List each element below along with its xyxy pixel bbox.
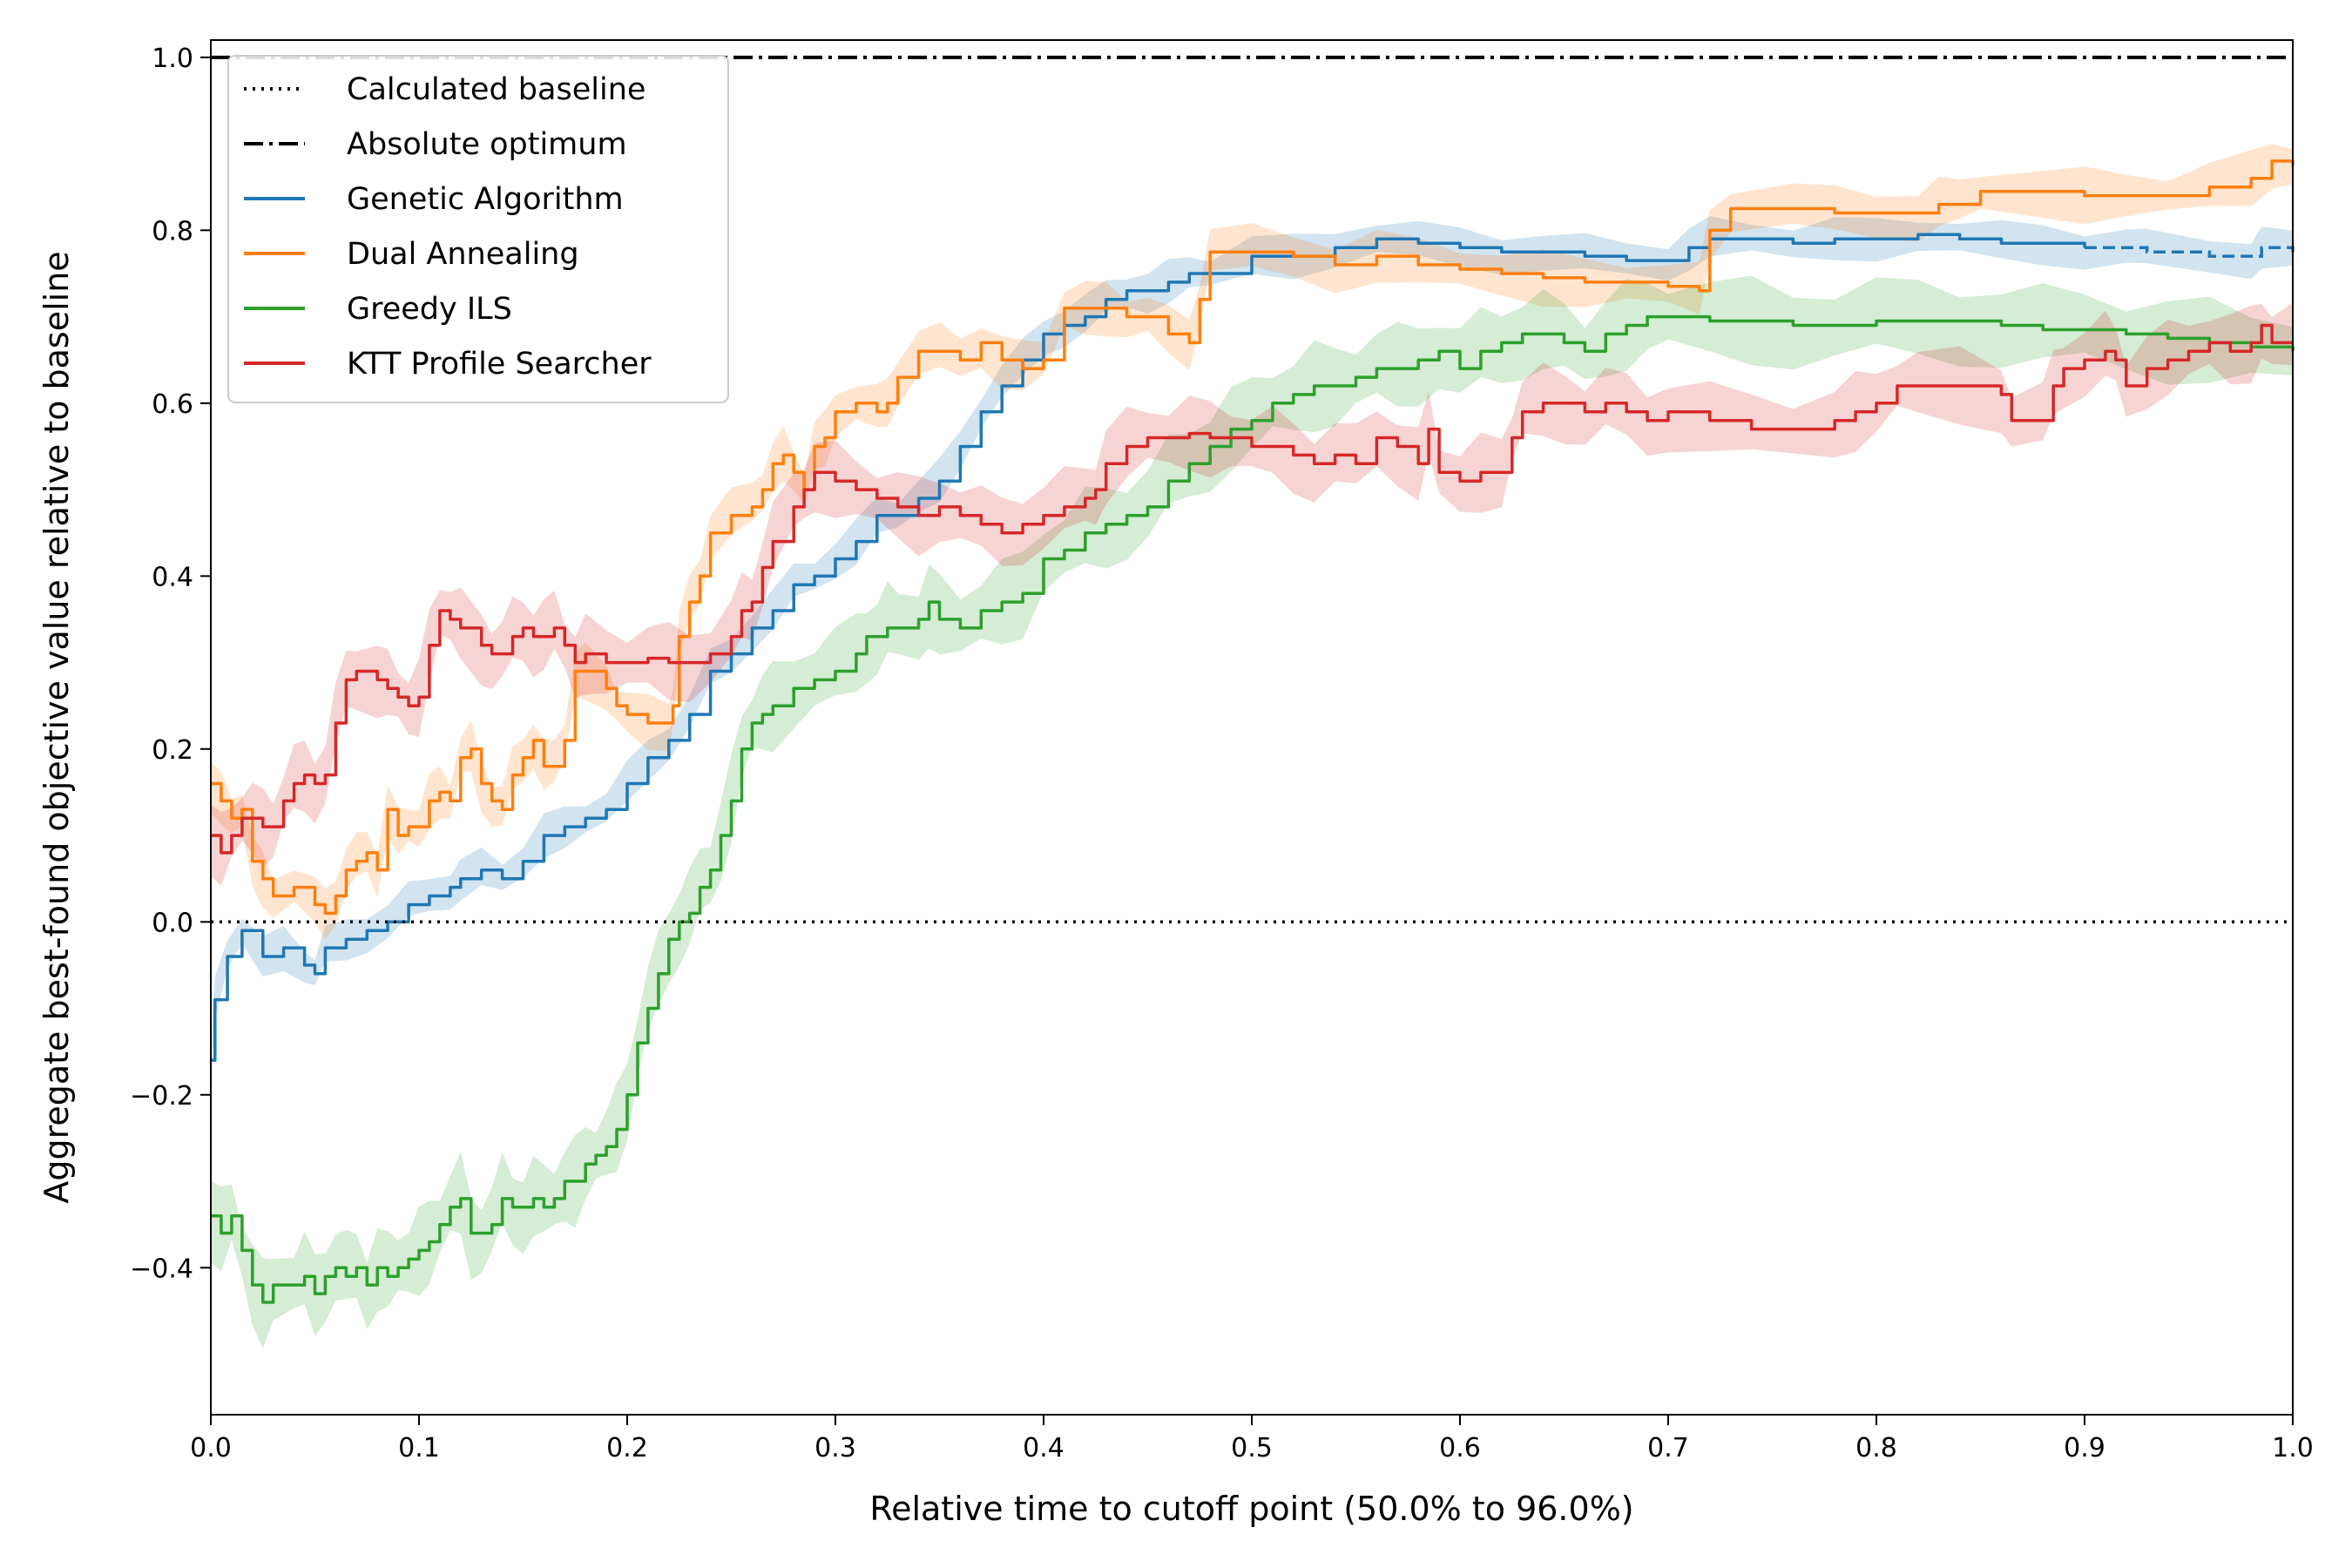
x-tick-label: 0.4 [1023,1433,1064,1463]
x-tick-label: 0.8 [1855,1433,1897,1463]
ktt-profile-searcher-line [211,323,2293,855]
legend-box [227,55,729,403]
y-tick-label: −0.2 [130,1081,193,1112]
y-axis-label: Aggregate best-found objective value rel… [37,251,76,1203]
x-tick-label: 0.1 [398,1433,440,1463]
x-tick-label: 0.9 [2064,1433,2105,1463]
x-tick-label: 0.7 [1647,1433,1689,1463]
legend-label-dual-annealing: Dual Annealing [347,237,579,272]
x-axis-label: Relative time to cutoff point (50.0% to … [869,1490,1633,1528]
y-tick-label: 1.0 [152,44,193,74]
reference-lines [211,55,2293,924]
legend-label-calculated-baseline: Calculated baseline [347,72,645,107]
x-tick-label: 1.0 [2272,1433,2314,1463]
greedy-ils-band [211,275,2293,1349]
y-tick-label: 0.6 [152,389,193,420]
greedy-ils-line [211,314,2295,1304]
x-tick-label: 0.5 [1231,1433,1273,1463]
x-tick-label: 0.0 [190,1433,232,1463]
x-tick-label: 0.3 [814,1433,856,1463]
y-axis-ticks: −0.4 −0.2 0.0 0.2 0.4 0.6 0.8 1.0 [130,44,211,1284]
legend-label-greedy-ils: Greedy ILS [347,292,512,327]
y-tick-label: −0.4 [130,1254,193,1284]
y-tick-label: 0.0 [152,908,193,938]
dual-annealing-line [211,159,2295,916]
legend-label-ktt-profile-searcher: KTT Profile Searcher [347,347,652,382]
x-tick-label: 0.2 [606,1433,648,1463]
genetic-algorithm-line [211,233,2086,1062]
ktt-profile-searcher-band [211,302,2293,886]
series-lines [211,159,2295,1304]
x-axis-ticks: 0.0 0.1 0.2 0.3 0.4 0.5 0.6 0.7 0.8 0.9 1.0 [190,1415,2314,1463]
y-tick-label: 0.4 [152,562,193,592]
x-tick-label: 0.6 [1439,1433,1481,1463]
legend: Calculated baseline Absolute optimum Genet… [227,55,729,403]
legend-label-genetic-algorithm: Genetic Algorithm [347,182,624,217]
genetic-algorithm-line-dashed [2085,246,2295,258]
dual-annealing-band [211,144,2293,940]
legend-label-absolute-optimum: Absolute optimum [347,127,627,162]
y-tick-label: 0.8 [152,216,193,247]
y-tick-label: 0.2 [152,735,193,766]
confidence-bands [211,144,2293,1349]
